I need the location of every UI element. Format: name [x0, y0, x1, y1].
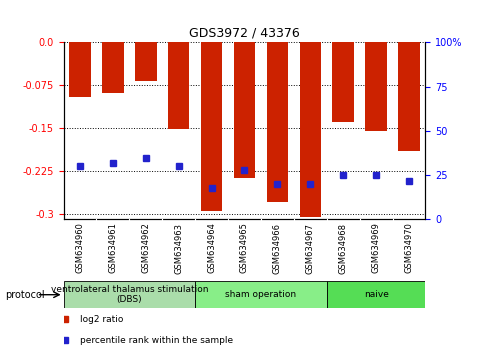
Text: GSM634964: GSM634964 [207, 223, 216, 273]
Bar [135, 42, 156, 81]
Text: naive: naive [363, 290, 388, 299]
Text: GSM634961: GSM634961 [108, 223, 117, 273]
Text: protocol: protocol [5, 290, 44, 300]
Bar [201, 42, 222, 211]
Bar [299, 42, 320, 217]
Bar [63, 281, 195, 308]
Text: GSM634963: GSM634963 [174, 223, 183, 274]
Text: GSM634968: GSM634968 [338, 223, 347, 274]
Bar [365, 42, 386, 131]
Bar [195, 281, 326, 308]
Text: GSM634969: GSM634969 [371, 223, 380, 273]
Title: GDS3972 / 43376: GDS3972 / 43376 [189, 27, 299, 40]
Text: GSM634970: GSM634970 [404, 223, 413, 273]
Text: ventrolateral thalamus stimulation
(DBS): ventrolateral thalamus stimulation (DBS) [51, 285, 208, 304]
Bar [397, 42, 419, 151]
Bar [69, 42, 91, 97]
Text: GSM634967: GSM634967 [305, 223, 314, 274]
Text: percentile rank within the sample: percentile rank within the sample [80, 336, 232, 345]
Bar [233, 42, 255, 178]
Bar [102, 42, 123, 93]
Text: GSM634965: GSM634965 [240, 223, 248, 273]
Text: GSM634966: GSM634966 [272, 223, 281, 274]
Bar [266, 42, 287, 202]
Text: log2 ratio: log2 ratio [80, 315, 123, 324]
Text: sham operation: sham operation [225, 290, 296, 299]
Text: GSM634962: GSM634962 [141, 223, 150, 273]
Text: GSM634960: GSM634960 [75, 223, 84, 273]
Bar [332, 42, 353, 122]
Bar [168, 42, 189, 129]
Bar [326, 281, 425, 308]
